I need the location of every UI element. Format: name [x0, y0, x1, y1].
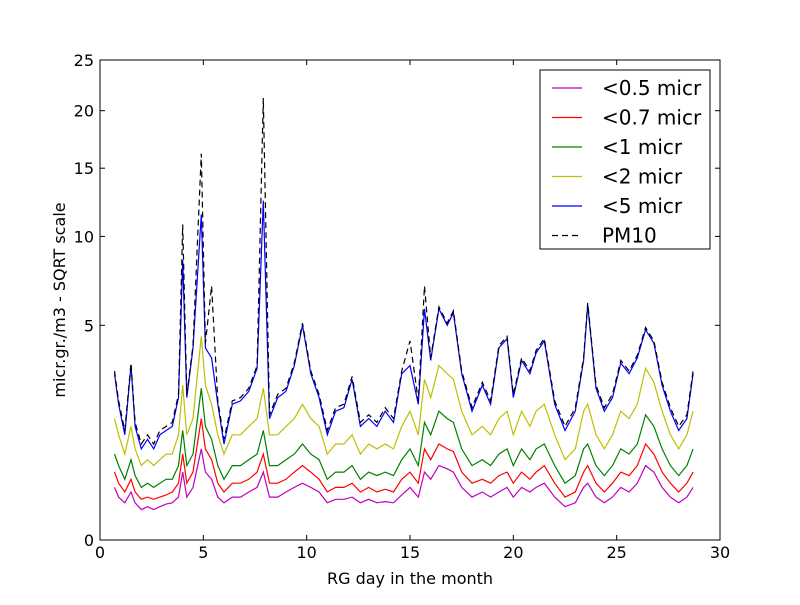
series-line-2 — [113, 388, 694, 489]
legend-label-2: <1 micr — [602, 135, 683, 159]
legend: <0.5 micr <0.7 micr <1 micr <2 micr <5 micr P… — [539, 69, 711, 250]
y-tick-label: 25 — [74, 51, 94, 70]
x-tick-label: 10 — [296, 543, 316, 562]
y-tick-label: 15 — [74, 159, 94, 178]
y-axis-ticks: 0 5 10 15 20 25 — [74, 51, 720, 550]
x-tick-label: 25 — [606, 543, 626, 562]
x-tick-label: 0 — [95, 543, 105, 562]
x-tick-label: 5 — [198, 543, 208, 562]
y-tick-label: 10 — [74, 227, 94, 246]
series-line-1 — [113, 418, 694, 501]
y-axis-label: micr.gr./m3 - SQRT scale — [50, 202, 69, 397]
y-tick-label: 0 — [84, 531, 94, 550]
series-line-3 — [113, 336, 694, 467]
x-tick-label: 15 — [400, 543, 420, 562]
y-tick-label: 5 — [84, 316, 94, 335]
x-tick-label: 30 — [710, 543, 730, 562]
legend-label-5: PM10 — [602, 224, 657, 248]
legend-label-0: <0.5 micr — [602, 76, 702, 100]
legend-box — [539, 69, 711, 250]
series-line-0 — [113, 448, 694, 511]
x-axis-ticks: 0 5 10 15 20 25 30 — [95, 60, 730, 562]
x-axis-label: RG day in the month — [327, 569, 493, 588]
series-line-5 — [113, 97, 694, 446]
legend-label-1: <0.7 micr — [602, 106, 702, 130]
x-tick-label: 20 — [503, 543, 523, 562]
plot-area-series — [113, 97, 694, 511]
y-tick-label: 20 — [74, 102, 94, 121]
legend-label-3: <2 micr — [602, 165, 683, 189]
legend-label-4: <5 micr — [602, 194, 683, 218]
